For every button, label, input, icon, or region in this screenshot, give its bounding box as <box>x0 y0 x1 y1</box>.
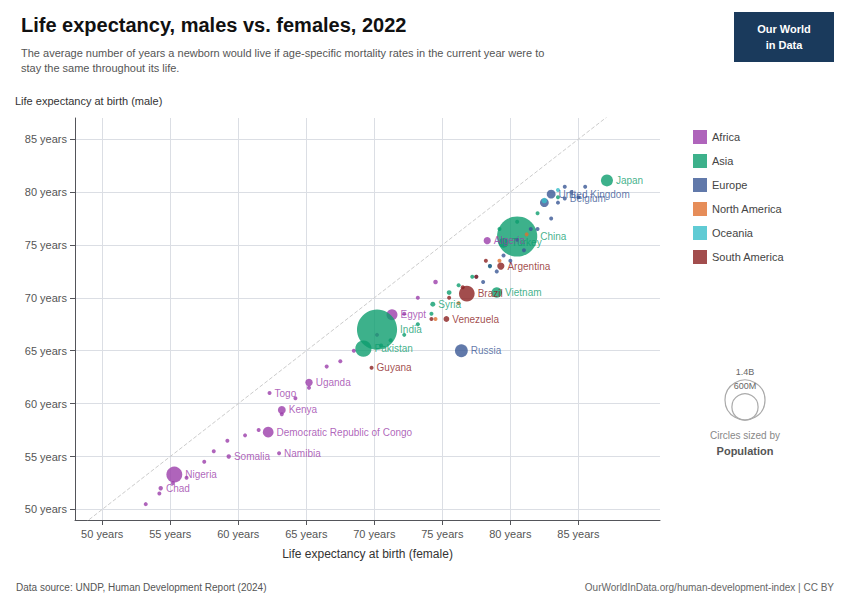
svg-text:85 years: 85 years <box>25 133 68 145</box>
svg-text:The average number of years a: The average number of years a newborn wo… <box>21 47 544 59</box>
svg-text:Chad: Chad <box>166 483 190 494</box>
svg-text:Uganda: Uganda <box>316 377 351 388</box>
svg-text:50 years: 50 years <box>81 528 124 540</box>
svg-text:Guyana: Guyana <box>377 362 412 373</box>
svg-text:South America: South America <box>712 251 784 263</box>
svg-text:Egypt: Egypt <box>400 309 426 320</box>
svg-text:80 years: 80 years <box>25 186 68 198</box>
svg-text:Life expectancy, males vs. fem: Life expectancy, males vs. females, 2022 <box>21 14 406 36</box>
svg-text:Algeria: Algeria <box>493 235 525 247</box>
svg-text:China: China <box>540 231 567 242</box>
svg-text:Our World: Our World <box>757 23 811 35</box>
svg-text:Venezuela: Venezuela <box>452 314 499 325</box>
svg-text:Africa: Africa <box>712 131 741 143</box>
svg-text:OurWorldInData.org/human-devel: OurWorldInData.org/human-development-ind… <box>585 582 835 593</box>
svg-text:Oceania: Oceania <box>712 227 754 239</box>
svg-text:Nigeria: Nigeria <box>185 469 217 480</box>
svg-text:Namibia: Namibia <box>284 448 321 459</box>
svg-text:65 years: 65 years <box>25 345 68 357</box>
svg-text:600M: 600M <box>734 381 757 391</box>
svg-text:50 years: 50 years <box>25 503 68 515</box>
svg-text:India: India <box>400 324 422 335</box>
svg-text:65 years: 65 years <box>285 528 328 540</box>
svg-text:Democratic Republic of Congo: Democratic Republic of Congo <box>277 427 413 438</box>
svg-text:80 years: 80 years <box>489 528 532 540</box>
svg-text:Asia: Asia <box>712 155 734 167</box>
svg-text:Argentina: Argentina <box>507 261 550 272</box>
svg-text:75 years: 75 years <box>25 239 68 251</box>
svg-text:Population: Population <box>717 445 774 457</box>
svg-text:75 years: 75 years <box>421 528 464 540</box>
svg-text:60 years: 60 years <box>217 528 260 540</box>
svg-text:85 years: 85 years <box>557 528 600 540</box>
svg-text:55 years: 55 years <box>149 528 192 540</box>
svg-text:60 years: 60 years <box>25 398 68 410</box>
svg-text:Russia: Russia <box>471 345 502 356</box>
svg-text:Kenya: Kenya <box>289 404 318 415</box>
svg-text:Brazil: Brazil <box>478 288 503 299</box>
svg-text:Data source: UNDP, Human Devel: Data source: UNDP, Human Development Rep… <box>16 582 267 593</box>
svg-text:Turkey: Turkey <box>511 237 541 248</box>
svg-text:Life expectancy at birth (fema: Life expectancy at birth (female) <box>282 547 453 561</box>
svg-text:Pakistan: Pakistan <box>375 343 413 354</box>
svg-text:55 years: 55 years <box>25 451 68 463</box>
svg-text:Vietnam: Vietnam <box>505 287 542 298</box>
svg-text:Europe: Europe <box>712 179 747 191</box>
svg-text:North America: North America <box>712 203 783 215</box>
svg-text:Japan: Japan <box>616 175 643 186</box>
svg-text:70 years: 70 years <box>353 528 396 540</box>
svg-text:United Kingdom: United Kingdom <box>559 189 630 200</box>
svg-text:Syria: Syria <box>438 299 461 310</box>
svg-text:Togo: Togo <box>275 388 297 399</box>
svg-text:in Data: in Data <box>766 39 804 51</box>
svg-text:Somalia: Somalia <box>234 451 271 462</box>
svg-text:Circles sized by: Circles sized by <box>710 430 780 441</box>
svg-text:1.4B: 1.4B <box>736 367 755 377</box>
svg-text:stay the same throughout its l: stay the same throughout its life. <box>21 62 179 74</box>
svg-text:Life expectancy at birth (male: Life expectancy at birth (male) <box>15 95 162 107</box>
svg-text:70 years: 70 years <box>25 292 68 304</box>
